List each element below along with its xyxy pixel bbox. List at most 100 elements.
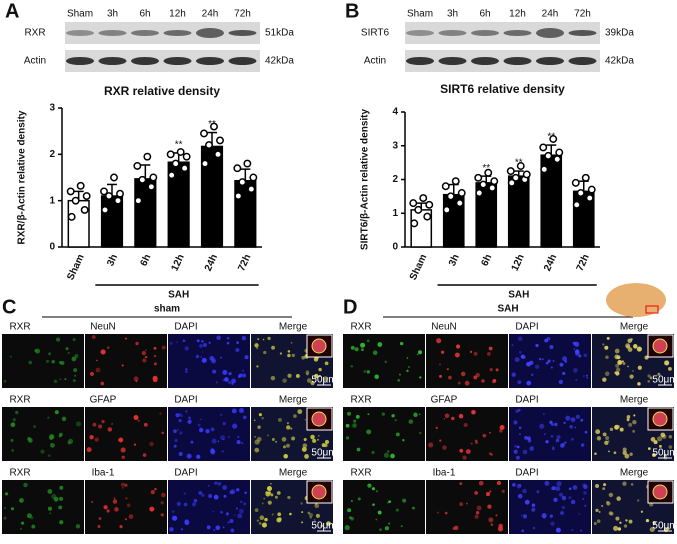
channel-label: RXR <box>9 322 30 333</box>
channel-label: DAPI <box>174 395 197 406</box>
cell <box>367 413 370 416</box>
cell <box>318 367 322 372</box>
cell <box>535 343 539 348</box>
cell <box>668 445 673 449</box>
cell <box>465 502 468 505</box>
cell <box>229 518 234 524</box>
cell <box>89 371 95 376</box>
cell <box>387 450 390 453</box>
cell <box>241 369 245 372</box>
cell <box>293 414 297 418</box>
cell <box>489 368 493 372</box>
cell <box>451 416 455 421</box>
cell <box>95 367 101 373</box>
cell <box>270 375 276 381</box>
cell <box>161 345 166 350</box>
cell <box>628 422 633 427</box>
cell <box>184 346 189 351</box>
cell <box>549 420 553 424</box>
cell <box>121 486 124 489</box>
cell <box>609 511 614 516</box>
cell <box>488 346 493 351</box>
cell <box>161 431 165 435</box>
cell <box>454 352 460 358</box>
cell <box>301 446 307 452</box>
cell <box>529 446 535 451</box>
cell <box>47 489 53 494</box>
scale-label: 50μm <box>311 375 336 386</box>
brain-region <box>645 305 659 314</box>
data-point <box>138 175 147 184</box>
group-label: SAH <box>168 290 189 301</box>
blot-row-label: Actin <box>364 56 386 67</box>
cell <box>15 410 19 415</box>
panel-title: sham <box>154 304 180 315</box>
cell <box>632 429 636 433</box>
cell <box>33 425 37 429</box>
cell <box>522 356 526 360</box>
cell <box>185 370 188 374</box>
cell <box>487 504 492 509</box>
cell <box>28 360 33 365</box>
data-point <box>114 196 122 205</box>
cell <box>474 514 479 519</box>
cell <box>435 426 438 430</box>
cell <box>34 349 38 353</box>
cell <box>49 512 52 515</box>
micrograph <box>2 480 84 534</box>
cell <box>318 374 321 378</box>
cell <box>326 521 331 526</box>
cell <box>266 485 273 492</box>
cell <box>289 512 292 516</box>
cell <box>59 496 64 501</box>
data-point <box>451 177 460 186</box>
cell <box>267 336 271 341</box>
cell <box>352 423 357 428</box>
cell <box>544 433 546 436</box>
cell <box>227 436 230 438</box>
cell <box>637 499 640 502</box>
cell <box>630 483 634 486</box>
cell <box>12 418 16 422</box>
cell <box>652 520 657 525</box>
cell <box>632 419 637 425</box>
cell <box>350 516 354 521</box>
cell <box>226 336 230 340</box>
cell <box>103 505 108 510</box>
micrograph <box>2 407 84 461</box>
cell <box>482 433 487 438</box>
cell <box>56 337 61 342</box>
blot-band <box>98 57 127 65</box>
cell <box>277 417 282 422</box>
cell <box>21 521 25 525</box>
cell <box>169 341 173 345</box>
cell <box>465 449 471 455</box>
cell <box>58 505 63 510</box>
cell <box>201 340 204 343</box>
cell <box>647 374 651 378</box>
cell <box>236 488 240 492</box>
blot-band <box>163 30 192 36</box>
data-point <box>553 155 562 164</box>
cell <box>593 522 597 526</box>
cell <box>580 443 585 447</box>
y-tick-label: 2 <box>49 149 55 160</box>
cell <box>444 413 450 419</box>
cell <box>604 440 609 445</box>
cell <box>459 448 464 453</box>
significance-label: ** <box>208 119 216 130</box>
cell <box>307 511 311 515</box>
cell <box>291 353 296 358</box>
cell <box>312 438 317 443</box>
cell <box>223 494 227 498</box>
cell <box>384 526 390 531</box>
cell <box>552 359 555 362</box>
cell <box>258 522 262 525</box>
cell <box>608 492 614 498</box>
data-point <box>249 173 258 182</box>
scale-label: 50μm <box>652 521 677 532</box>
cell <box>220 510 223 514</box>
data-point <box>507 178 516 187</box>
channel-label: Merge <box>620 468 649 479</box>
cell <box>545 361 549 365</box>
